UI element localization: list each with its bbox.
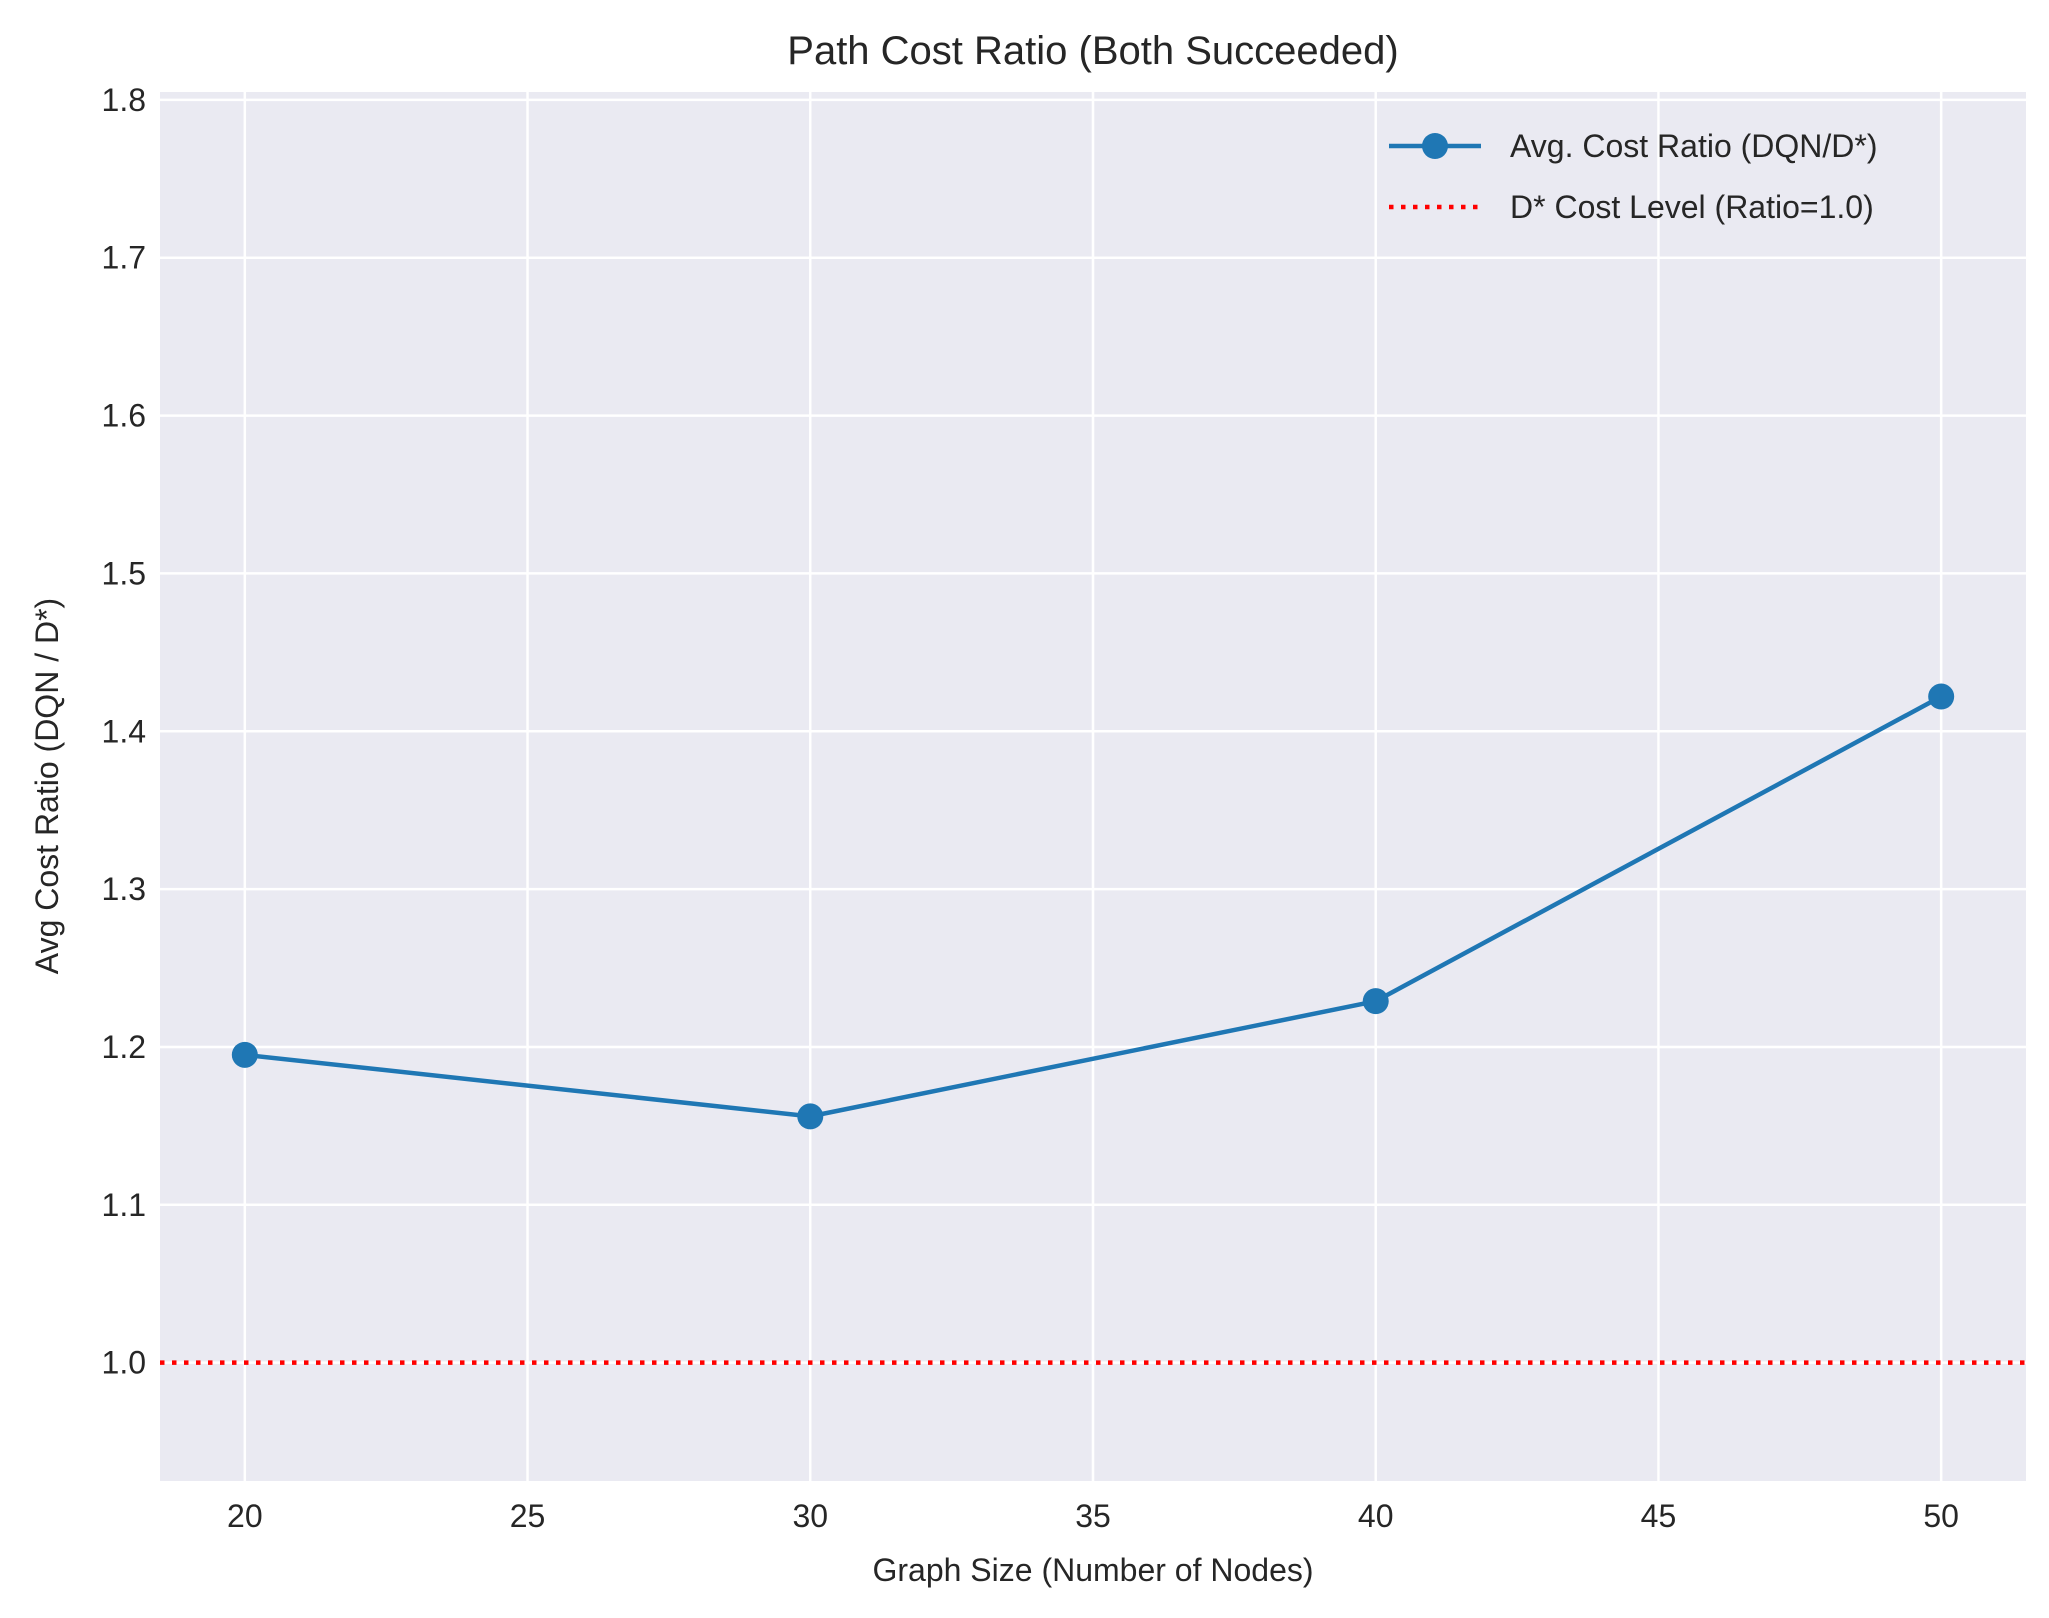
x-tick-labels: 20 25 30 35 40 45 50 (227, 1498, 1959, 1534)
legend: Avg. Cost Ratio (DQN/D*) D* Cost Level (… (1389, 128, 1878, 225)
x-tick-label: 25 (510, 1498, 546, 1534)
data-point (1928, 683, 1955, 710)
y-tick-label: 1.0 (102, 1345, 146, 1381)
y-tick-label: 1.7 (102, 240, 146, 276)
series-line (244, 694, 1943, 1119)
y-tick-label: 1.6 (102, 398, 146, 434)
y-tick-label: 1.2 (102, 1029, 146, 1065)
chart-title: Path Cost Ratio (Both Succeeded) (787, 29, 1398, 73)
series-layer (231, 683, 1955, 1130)
data-point (797, 1103, 824, 1130)
y-tick-label: 1.5 (102, 555, 146, 591)
x-tick-label: 50 (1923, 1498, 1959, 1534)
data-point (231, 1041, 258, 1068)
y-tick-label: 1.4 (102, 713, 146, 749)
x-axis-label: Graph Size (Number of Nodes) (872, 1552, 1313, 1588)
x-tick-label: 35 (1075, 1498, 1111, 1534)
legend-reference-label: D* Cost Level (Ratio=1.0) (1510, 189, 1874, 225)
x-tick-label: 20 (227, 1498, 263, 1534)
y-tick-labels: 1.0 1.1 1.2 1.3 1.4 1.5 1.6 1.7 1.8 (102, 82, 146, 1381)
grid (160, 92, 2026, 1481)
y-tick-label: 1.3 (102, 871, 146, 907)
x-tick-label: 45 (1641, 1498, 1677, 1534)
x-tick-label: 40 (1358, 1498, 1394, 1534)
y-axis-label: Avg Cost Ratio (DQN / D*) (29, 598, 65, 974)
legend-series-marker (1422, 133, 1448, 159)
y-tick-label: 1.8 (102, 82, 146, 118)
data-point (1362, 988, 1389, 1015)
y-tick-label: 1.1 (102, 1187, 146, 1223)
x-tick-label: 30 (792, 1498, 828, 1534)
legend-series-label: Avg. Cost Ratio (DQN/D*) (1510, 128, 1878, 164)
